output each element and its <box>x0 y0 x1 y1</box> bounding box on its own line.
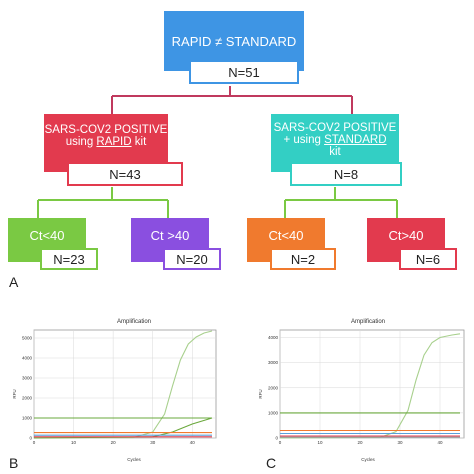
standard-node-line1: SARS-COV2 POSITIVE <box>273 122 397 134</box>
y-tick-label: 1000 <box>268 410 279 415</box>
y-tick-label: 2000 <box>268 385 279 390</box>
leaf-standard-ct-under-40-count: N=2 <box>270 248 336 270</box>
x-tick-label: 20 <box>357 440 363 445</box>
panel-label-a: A <box>9 274 19 290</box>
y-tick-label: 1000 <box>22 416 33 421</box>
chart-b-xlabel: Cycles <box>127 457 141 462</box>
y-tick-label: 3000 <box>268 360 279 365</box>
standard-node-line2: + using STANDARD <box>283 134 387 146</box>
amplification-chart-b: Amplification RFU Cycles 0 1000 2000 3000 40… <box>12 319 217 462</box>
rapid-node-count: N=43 <box>67 162 183 186</box>
chart-c-xlabel: Cycles <box>361 457 375 462</box>
x-tick-label: 10 <box>317 440 323 445</box>
chart-c-ylabel: RFU <box>258 389 263 398</box>
x-tick-label: 30 <box>397 440 403 445</box>
y-tick-label: 0 <box>275 436 278 441</box>
leaf-rapid-ct-under-40-count: N=23 <box>40 248 98 270</box>
leaf-standard-ct-over-40-count: N=6 <box>399 248 457 270</box>
leaf-rapid-ct-over-40-count: N=20 <box>163 248 221 270</box>
plot-area <box>33 329 217 439</box>
top-node-title: RAPID ≠ STANDARD <box>171 33 297 49</box>
panel-label-b: B <box>9 455 19 471</box>
standard-node-line3: kit <box>329 146 341 158</box>
y-tick-label: 4000 <box>268 335 279 340</box>
standard-node-count: N=8 <box>290 162 402 186</box>
rapid-node-line1: SARS-COV2 POSITIVE <box>44 124 168 136</box>
chart-b-title: Amplification <box>117 319 151 325</box>
panel-label-c: C <box>266 455 277 471</box>
x-tick-label: 10 <box>71 440 77 445</box>
x-tick-label: 20 <box>111 440 117 445</box>
amplification-chart-c: Amplification RFU Cycles 0 1000 2000 3000 40… <box>258 319 465 462</box>
y-tick-label: 4000 <box>22 356 33 361</box>
x-tick-label: 30 <box>150 440 156 445</box>
x-tick-label: 0 <box>279 440 282 445</box>
chart-c-title: Amplification <box>351 319 385 325</box>
y-tick-label: 3000 <box>22 376 33 381</box>
series-line-0 <box>279 333 461 439</box>
top-node-count: N=51 <box>189 60 299 84</box>
y-tick-label: 0 <box>29 436 32 441</box>
x-tick-label: 40 <box>437 440 443 445</box>
x-tick-label: 0 <box>33 440 36 445</box>
rapid-node-line2: using RAPID kit <box>65 136 147 148</box>
x-tick-label: 40 <box>190 440 196 445</box>
y-tick-label: 5000 <box>22 336 33 341</box>
chart-b-ylabel: RFU <box>12 389 17 398</box>
y-tick-label: 2000 <box>22 396 33 401</box>
plot-area <box>279 329 465 439</box>
